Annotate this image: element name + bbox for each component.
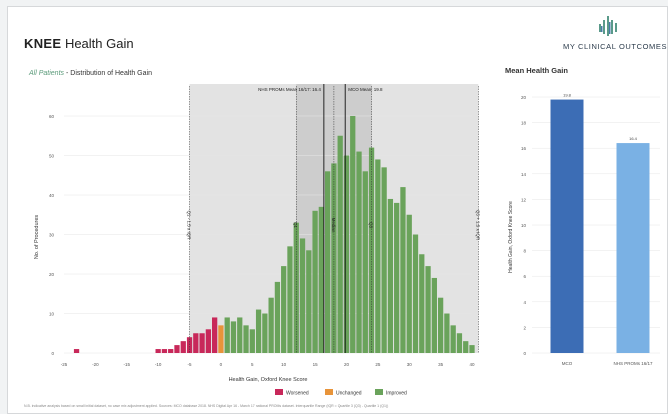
page-title: KNEE Health Gain (24, 36, 134, 51)
subtitle-separator: - (64, 70, 71, 77)
histogram-title: Distribution of Health Gain (70, 70, 152, 77)
page-title-rest: Health Gain (61, 36, 134, 51)
filter-label[interactable]: All Patients (29, 70, 65, 77)
dashboard-card (7, 6, 668, 414)
side-chart-title: Mean Health Gain (505, 66, 568, 75)
histogram-subtitle: All Patients - Distribution of Health Ga… (29, 70, 152, 77)
brand-logo-icon (599, 16, 617, 36)
brand-name: MY CLINICAL OUTCOMES (563, 42, 668, 51)
footnote: N.B. indicative analysis based on small … (24, 404, 389, 408)
page-title-bold: KNEE (24, 36, 62, 51)
